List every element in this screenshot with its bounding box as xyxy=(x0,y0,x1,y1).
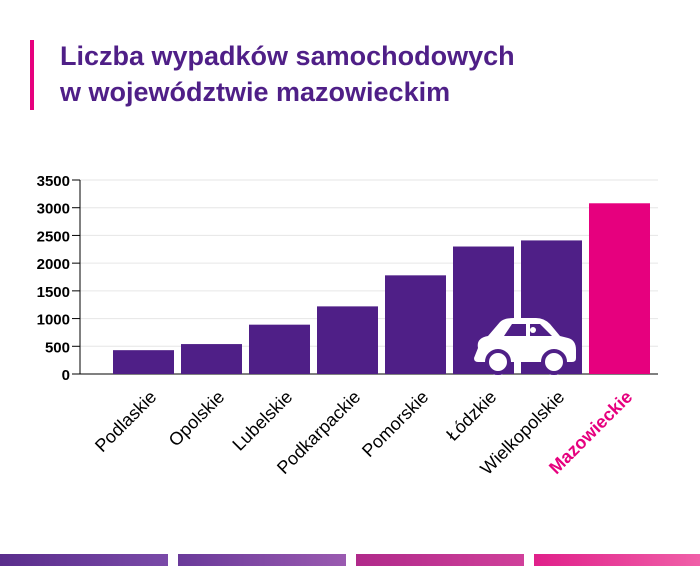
y-tick-label: 3500 xyxy=(37,173,70,190)
footer-strip xyxy=(0,554,700,566)
y-tick-label: 2500 xyxy=(37,228,70,245)
bar-podlaskie xyxy=(113,350,174,374)
x-tick-label-lubelskie: Lubelskie xyxy=(228,387,296,455)
x-tick-label-podlaskie: Podlaskie xyxy=(91,387,160,456)
y-tick-label: 3000 xyxy=(37,201,70,218)
y-tick-label: 1000 xyxy=(37,312,70,329)
bar-lubelskie xyxy=(249,324,310,374)
accent-bar xyxy=(30,40,34,110)
x-tick-label-opolskie: Opolskie xyxy=(165,387,229,451)
bar-opolskie xyxy=(181,344,242,374)
bar-pomorskie xyxy=(385,275,446,374)
x-tick-label-łódzkie: Łódzkie xyxy=(442,387,500,445)
y-tick-label: 2000 xyxy=(37,256,70,273)
bar-podkarpackie xyxy=(317,306,378,374)
bar-mazowieckie xyxy=(589,203,650,374)
chart-title-line-2: w województwie mazowieckim xyxy=(60,77,451,107)
y-tick-label: 500 xyxy=(45,339,70,356)
y-tick-label: 0 xyxy=(62,367,70,384)
y-tick-label: 1500 xyxy=(37,284,70,301)
chart-title: Liczba wypadków samochodowych w wojewódz… xyxy=(60,38,515,110)
car-icon xyxy=(474,318,576,375)
x-tick-label-pomorskie: Pomorskie xyxy=(358,387,432,461)
chart-title-line-1: Liczba wypadków samochodowych xyxy=(60,41,515,71)
